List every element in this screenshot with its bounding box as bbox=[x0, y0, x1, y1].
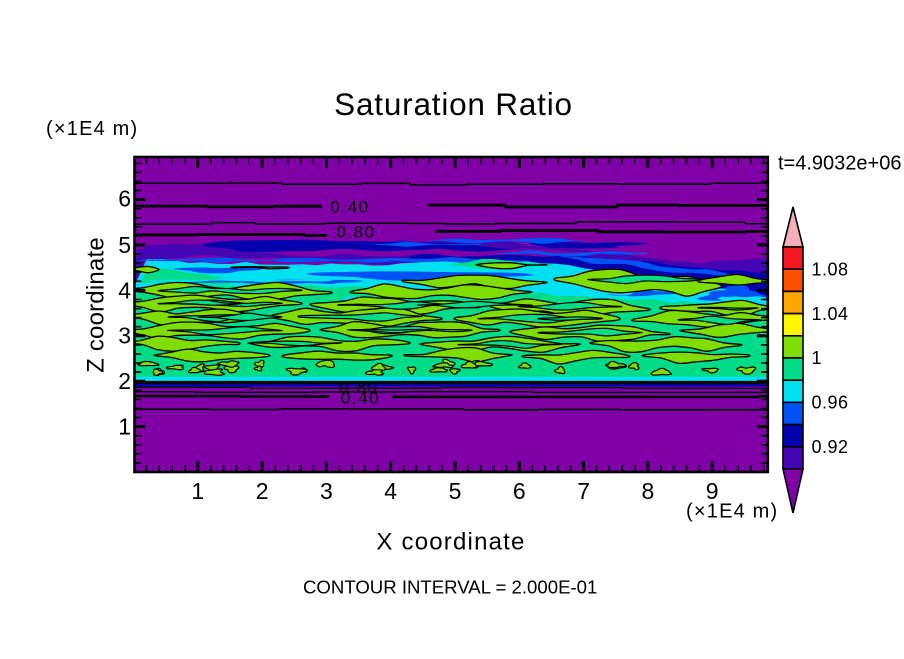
svg-text:6: 6 bbox=[513, 478, 526, 504]
svg-text:5: 5 bbox=[449, 478, 462, 504]
svg-text:5: 5 bbox=[118, 232, 131, 258]
svg-text:1: 1 bbox=[118, 414, 131, 440]
svg-text:4: 4 bbox=[118, 277, 131, 303]
svg-text:2: 2 bbox=[118, 368, 131, 394]
svg-text:1.08: 1.08 bbox=[812, 259, 849, 279]
svg-text:3: 3 bbox=[118, 323, 131, 349]
svg-text:0.40: 0.40 bbox=[341, 389, 381, 408]
svg-text:3: 3 bbox=[320, 478, 333, 504]
svg-text:0.96: 0.96 bbox=[812, 393, 849, 413]
svg-text:2: 2 bbox=[256, 478, 269, 504]
svg-text:1.04: 1.04 bbox=[812, 304, 849, 324]
svg-text:1: 1 bbox=[812, 348, 823, 368]
svg-text:Z coordinate: Z coordinate bbox=[83, 237, 110, 373]
svg-text:Saturation Ratio: Saturation Ratio bbox=[334, 86, 573, 122]
svg-text:CONTOUR INTERVAL = 2.000E-01: CONTOUR INTERVAL = 2.000E-01 bbox=[303, 577, 597, 598]
svg-text:0.80: 0.80 bbox=[336, 223, 376, 242]
svg-text:X coordinate: X coordinate bbox=[376, 529, 525, 556]
svg-text:6: 6 bbox=[118, 186, 131, 212]
svg-text:7: 7 bbox=[577, 478, 590, 504]
svg-text:8: 8 bbox=[642, 478, 655, 504]
svg-text:0.40: 0.40 bbox=[330, 197, 370, 216]
svg-text:(×1E4 m): (×1E4 m) bbox=[46, 118, 138, 140]
svg-text:0.92: 0.92 bbox=[812, 437, 849, 457]
svg-text:0.80: 0.80 bbox=[339, 378, 379, 397]
svg-text:1: 1 bbox=[191, 478, 204, 504]
svg-text:4: 4 bbox=[384, 478, 397, 504]
svg-text:9: 9 bbox=[706, 478, 719, 504]
svg-text:(×1E4 m): (×1E4 m) bbox=[686, 501, 778, 523]
svg-text:t=4.9032e+06: t=4.9032e+06 bbox=[778, 153, 901, 175]
